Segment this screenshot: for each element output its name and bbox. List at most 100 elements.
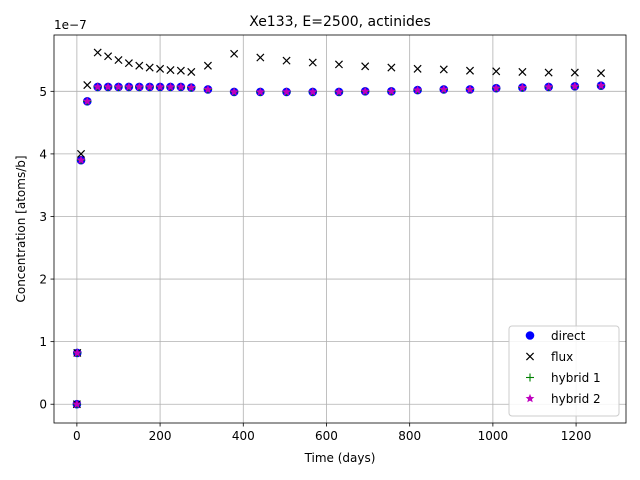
data-point-flux [77, 149, 86, 158]
data-point-flux-stroke [124, 59, 133, 68]
data-point-flux-stroke [114, 56, 123, 65]
data-point-hybrid-2 [72, 348, 82, 357]
data-point-flux-stroke [104, 52, 113, 61]
legend-label-flux: flux [551, 350, 573, 364]
data-point-hybrid-2 [229, 87, 239, 96]
data-point-flux-stroke [334, 60, 343, 69]
data-point-hybrid-2 [282, 87, 291, 96]
x-tick-label: 1200 [561, 429, 592, 443]
x-tick-label: 800 [398, 429, 421, 443]
data-point-flux-stroke [145, 63, 154, 72]
legend-marker-flux [525, 352, 535, 361]
data-point-hybrid-2 [570, 81, 580, 91]
plot-frame [53, 34, 627, 424]
data-point-hybrid-2 [103, 82, 113, 91]
data-point-hybrid-2 [76, 155, 86, 164]
data-point-hybrid-2 [72, 399, 82, 408]
x-tick-label: 0 [73, 429, 81, 443]
data-point-flux [439, 65, 448, 74]
data-point-hybrid-2 [134, 82, 144, 91]
data-point-flux-stroke [77, 149, 86, 158]
series-layer [72, 48, 606, 409]
data-point-flux [166, 66, 175, 75]
data-point-flux [308, 58, 317, 67]
data-point-flux [114, 56, 123, 65]
data-point-flux-stroke [544, 68, 553, 77]
data-point-flux [256, 53, 265, 62]
data-point-flux-stroke [282, 56, 291, 65]
legend-marker-hybrid-2 [525, 393, 535, 403]
x-tick-label: 1000 [478, 429, 509, 443]
data-point-hybrid-2 [82, 96, 92, 106]
series-flux [72, 48, 606, 409]
data-point-flux [230, 49, 239, 58]
data-point-flux-stroke [156, 64, 165, 73]
y-axis-label: Concentration [atoms/b] [14, 155, 28, 302]
data-point-flux [187, 67, 196, 76]
data-point-flux-stroke [439, 65, 448, 74]
data-point-hybrid-2 [176, 82, 186, 91]
data-point-hybrid-2 [203, 84, 213, 94]
data-point-hybrid-2 [166, 82, 175, 91]
y-tick-label: 2 [39, 273, 47, 287]
x-tick-label: 400 [232, 429, 255, 443]
data-point-flux-stroke [83, 81, 92, 90]
x-axis-label: Time (days) [304, 451, 376, 465]
y-tick-label: 5 [39, 85, 47, 99]
legend-label-hybrid-1: hybrid 1 [551, 371, 601, 385]
ticks: 0 200 400 600 800 1000 1200 0 1 2 3 4 5 [39, 85, 591, 443]
data-point-flux-stroke [256, 53, 265, 62]
data-point-flux [124, 59, 133, 68]
data-point-hybrid-2 [413, 85, 422, 94]
legend-label-hybrid-2: hybrid 2 [551, 392, 601, 406]
data-point-hybrid-2 [465, 84, 475, 94]
chart-title: Xe133, E=2500, actinides [249, 14, 431, 30]
data-point-hybrid-2 [186, 82, 196, 92]
data-point-flux [104, 52, 113, 61]
data-point-flux-stroke [597, 69, 606, 78]
legend-marker-flux-stroke [525, 352, 535, 361]
data-point-hybrid-2 [114, 82, 123, 91]
data-point-hybrid-2 [596, 81, 606, 90]
legend-box [508, 325, 620, 417]
data-point-flux [93, 48, 102, 57]
data-point-hybrid-2 [360, 86, 370, 96]
x-tick-label: 200 [149, 429, 172, 443]
data-point-hybrid-2 [518, 82, 527, 92]
data-point-flux [156, 64, 165, 73]
legend-marker-direct [525, 331, 535, 340]
series-hybrid-2 [72, 81, 606, 408]
data-point-flux-stroke [361, 62, 370, 71]
data-point-flux [83, 81, 92, 90]
data-point-flux [135, 61, 144, 70]
data-point-hybrid-2 [155, 82, 165, 91]
x-tick-label: 600 [315, 429, 338, 443]
data-point-flux-stroke [308, 58, 317, 67]
data-point-flux [413, 64, 422, 73]
data-point-flux [176, 66, 185, 75]
data-point-flux-stroke [135, 61, 144, 70]
data-point-flux-stroke [492, 67, 501, 76]
data-point-flux [597, 69, 606, 78]
data-point-flux-stroke [93, 48, 102, 57]
data-point-flux-stroke [518, 67, 527, 76]
data-point-flux [282, 56, 291, 65]
y-axis-offset-label: 1e−7 [54, 18, 87, 32]
data-point-flux [544, 68, 553, 77]
grid [54, 35, 626, 423]
data-point-hybrid-2 [439, 84, 449, 94]
data-point-hybrid-2 [145, 82, 155, 91]
legend-marker-hybrid-1 [526, 373, 534, 382]
data-point-hybrid-2 [308, 87, 318, 96]
data-point-flux-stroke [176, 66, 185, 75]
data-point-flux-stroke [465, 66, 475, 75]
data-point-flux [492, 67, 501, 76]
data-point-flux-stroke [166, 66, 175, 75]
data-point-flux-stroke [413, 64, 422, 73]
y-tick-label: 1 [39, 335, 47, 349]
data-point-flux-stroke [230, 49, 239, 58]
data-point-flux [570, 68, 579, 77]
data-point-hybrid-2 [544, 82, 553, 91]
legend-label-direct: direct [551, 329, 586, 343]
